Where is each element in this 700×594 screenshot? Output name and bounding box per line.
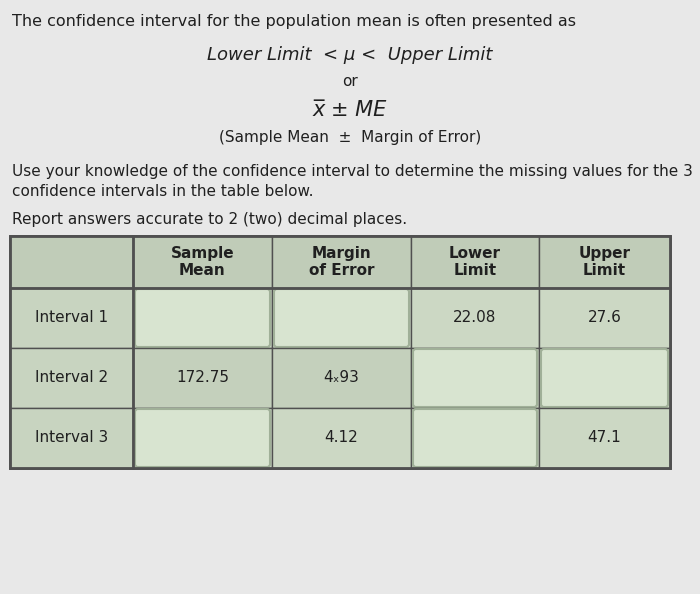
Text: 4.12: 4.12: [325, 431, 358, 446]
Bar: [133, 348, 272, 408]
Text: 47.1: 47.1: [587, 431, 622, 446]
Text: Report answers accurate to 2 (two) decimal places.: Report answers accurate to 2 (two) decim…: [12, 212, 407, 227]
Text: Interval 1: Interval 1: [35, 311, 108, 326]
Text: 22.08: 22.08: [454, 311, 497, 326]
FancyBboxPatch shape: [135, 409, 270, 467]
Text: The confidence interval for the population mean is often presented as: The confidence interval for the populati…: [12, 14, 576, 29]
Bar: [411, 236, 539, 288]
Text: 27.6: 27.6: [587, 311, 622, 326]
Bar: [539, 288, 670, 348]
Bar: [10, 236, 133, 288]
Bar: [10, 348, 133, 408]
Text: 4ₓ93: 4ₓ93: [323, 371, 359, 386]
Bar: [272, 408, 411, 468]
Bar: [10, 408, 133, 468]
FancyBboxPatch shape: [135, 289, 270, 347]
Bar: [10, 236, 670, 468]
Bar: [272, 288, 411, 348]
FancyBboxPatch shape: [274, 289, 409, 347]
Bar: [133, 408, 272, 468]
Text: Sample
Mean: Sample Mean: [171, 246, 234, 278]
FancyBboxPatch shape: [413, 409, 537, 467]
Text: Lower Limit  < μ <  Upper Limit: Lower Limit < μ < Upper Limit: [207, 46, 493, 64]
Bar: [272, 236, 411, 288]
Text: Use your knowledge of the confidence interval to determine the missing values fo: Use your knowledge of the confidence int…: [12, 164, 693, 179]
Text: or: or: [342, 74, 358, 89]
FancyBboxPatch shape: [413, 349, 537, 407]
Bar: [10, 236, 670, 468]
Text: 172.75: 172.75: [176, 371, 229, 386]
Text: Interval 2: Interval 2: [35, 371, 108, 386]
Text: Lower
Limit: Lower Limit: [449, 246, 501, 278]
Bar: [10, 288, 133, 348]
Bar: [411, 288, 539, 348]
Bar: [133, 288, 272, 348]
Bar: [539, 236, 670, 288]
Bar: [539, 348, 670, 408]
Text: (Sample Mean  ±  Margin of Error): (Sample Mean ± Margin of Error): [219, 130, 481, 145]
Bar: [539, 408, 670, 468]
Text: x̅ ± ME: x̅ ± ME: [313, 100, 387, 120]
Bar: [411, 348, 539, 408]
Text: Margin
of Error: Margin of Error: [309, 246, 374, 278]
Bar: [133, 236, 272, 288]
Text: Upper
Limit: Upper Limit: [578, 246, 631, 278]
Bar: [411, 408, 539, 468]
Bar: [272, 348, 411, 408]
Text: confidence intervals in the table below.: confidence intervals in the table below.: [12, 184, 314, 199]
Text: Interval 3: Interval 3: [35, 431, 108, 446]
FancyBboxPatch shape: [541, 349, 668, 407]
